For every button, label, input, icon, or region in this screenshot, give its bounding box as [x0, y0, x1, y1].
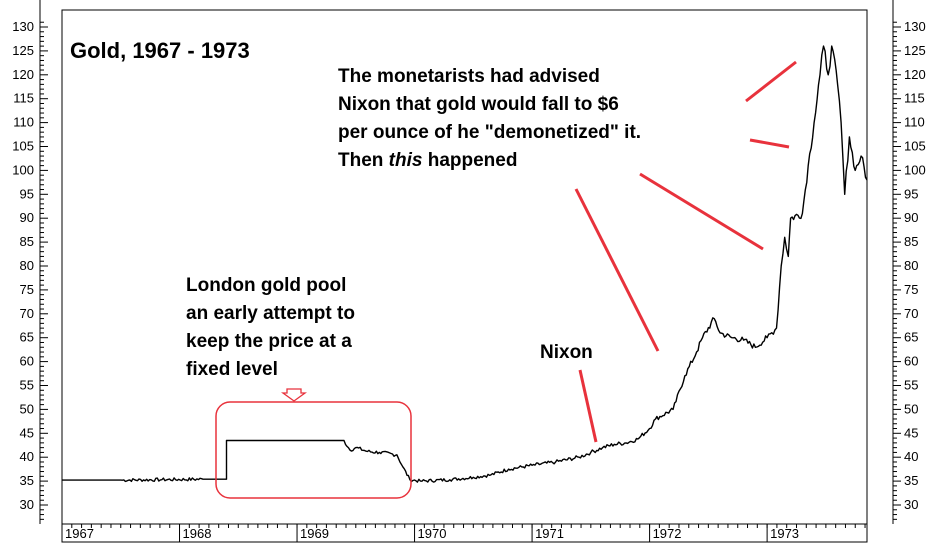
y-tick-label-left: 125	[12, 43, 34, 58]
y-tick-label-right: 55	[904, 378, 918, 393]
y-tick-label-left: 65	[20, 330, 34, 345]
y-tick-label-right: 90	[904, 210, 918, 225]
y-tick-label-right: 70	[904, 306, 918, 321]
plot-frame	[39, 0, 894, 543]
y-tick-label-left: 55	[20, 378, 34, 393]
y-tick-label-right: 35	[904, 473, 918, 488]
y-tick-label-right: 45	[904, 425, 918, 440]
plot-area	[61, 9, 868, 525]
y-tick-label-right: 95	[904, 186, 918, 201]
y-tick-label-right: 75	[904, 282, 918, 297]
x-tick-label: 1972	[653, 526, 682, 541]
x-axis: 1967 1968 1969 1970 1971 1972 1973	[61, 524, 866, 542]
y-tick-label-left: 75	[20, 282, 34, 297]
y-tick-label-right: 110	[904, 115, 925, 130]
annotation-monetarists-line3: per ounce of he "demonetized" it.	[338, 122, 641, 143]
y-tick-label-left: 110	[13, 115, 34, 130]
pointer-line-high	[749, 138, 790, 149]
x-tick-label: 1971	[535, 526, 564, 541]
chart-title: Gold, 1967 - 1973	[70, 38, 250, 63]
x-tick-label: 1970	[418, 526, 447, 541]
y-tick-label-right: 100	[904, 162, 926, 177]
y-tick-label-right: 85	[904, 234, 918, 249]
y-axis-left: 30 35 40 45 50 55 60 65 70 75 80 85 90 95 100 105 110 115…	[12, 19, 48, 520]
down-arrow-icon	[281, 388, 307, 402]
y-tick-label-right: 80	[904, 258, 918, 273]
pointer-line-this	[574, 188, 660, 352]
y-tick-label-right: 40	[904, 449, 918, 464]
y-tick-label-right: 65	[904, 330, 918, 345]
annotation-monetarists-line4: Then this happened	[338, 150, 517, 171]
y-tick-label-left: 130	[12, 19, 34, 34]
annotation-gold-pool-line3: keep the price at a	[186, 331, 352, 352]
gold-pool-highlight-box	[215, 401, 412, 499]
series-layer	[62, 45, 868, 483]
y-tick-label-left: 60	[20, 354, 34, 369]
y-tick-label-left: 120	[12, 67, 34, 82]
x-tick-label: 1967	[65, 526, 94, 541]
y-tick-label-left: 100	[12, 162, 34, 177]
x-tick-label: 1969	[300, 526, 329, 541]
y-axis-right: 30 35 40 45 50 55 60 65 70 75 80 85 90 95 100 105 110 115…	[893, 19, 926, 520]
annotation-monetarists-line1: The monetarists had advised	[338, 66, 600, 87]
y-tick-label-right: 30	[904, 497, 918, 512]
pointer-line-rise	[639, 172, 764, 251]
y-tick-label-left: 35	[20, 473, 34, 488]
gold-price-line	[62, 45, 868, 483]
y-tick-label-right: 115	[904, 91, 925, 106]
y-tick-label-right: 50	[904, 401, 918, 416]
annotation-monetarists-line4-suffix: happened	[422, 150, 517, 171]
x-tick-label: 1968	[183, 526, 212, 541]
annotation-gold-pool-line4: fixed level	[186, 359, 278, 380]
y-tick-label-right: 105	[904, 139, 926, 154]
y-tick-label-left: 85	[20, 234, 34, 249]
y-tick-label-left: 70	[20, 306, 34, 321]
y-tick-label-left: 45	[20, 425, 34, 440]
y-tick-label-left: 95	[20, 186, 34, 201]
annotation-gold-pool-line2: an early attempt to	[186, 303, 355, 324]
pointer-line-peak	[745, 60, 797, 103]
y-tick-label-left: 30	[20, 497, 34, 512]
y-tick-label-right: 125	[904, 43, 926, 58]
y-tick-label-right: 130	[904, 19, 926, 34]
annotation-gold-pool-line1: London gold pool	[186, 275, 346, 296]
y-tick-label-left: 80	[20, 258, 34, 273]
pointer-line-nixon	[578, 369, 598, 443]
y-tick-label-left: 90	[20, 210, 34, 225]
y-tick-label-right: 120	[904, 67, 926, 82]
annotation-monetarists-line2: Nixon that gold would fall to $6	[338, 94, 619, 115]
y-tick-label-left: 50	[20, 401, 34, 416]
annotation-monetarists-emphasis: this	[389, 150, 423, 171]
annotation-nixon: Nixon	[540, 342, 593, 363]
y-tick-label-left: 40	[20, 449, 34, 464]
y-tick-label-left: 115	[13, 91, 34, 106]
y-tick-label-left: 105	[12, 139, 34, 154]
annotation-monetarists-line4-prefix: Then	[338, 150, 389, 171]
y-tick-label-right: 60	[904, 354, 918, 369]
x-tick-label: 1973	[770, 526, 799, 541]
